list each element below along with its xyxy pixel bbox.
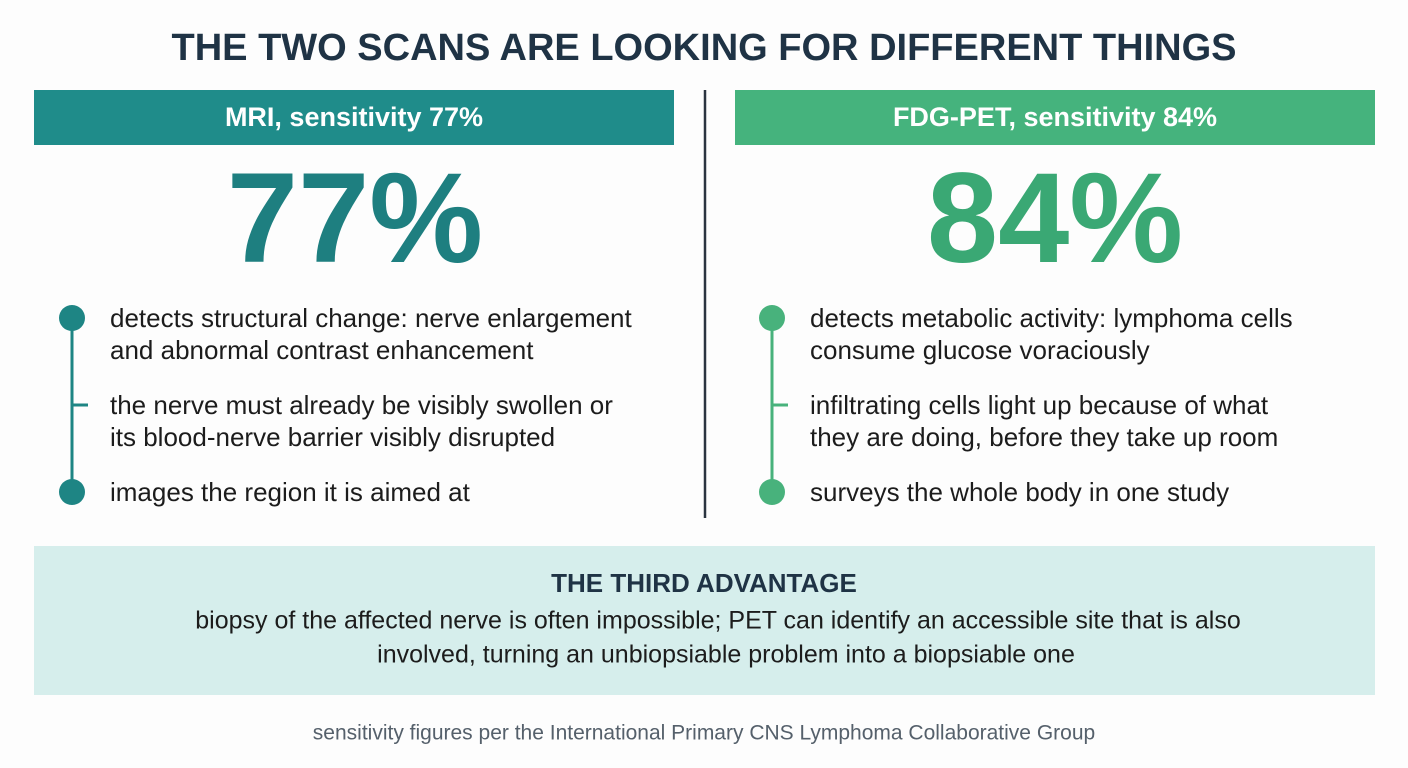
point-text: and abnormal contrast enhancement — [110, 335, 534, 365]
timeline-dot — [59, 305, 85, 331]
big-figure: 84% — [927, 147, 1183, 290]
callout-box — [34, 546, 1375, 695]
point-text: consume glucose voraciously — [810, 335, 1150, 365]
panel-header: FDG-PET, sensitivity 84% — [893, 102, 1217, 132]
point-text: they are doing, before they take up room — [810, 422, 1278, 452]
timeline-dot — [59, 479, 85, 505]
point-text: detects structural change: nerve enlarge… — [110, 303, 633, 333]
panel-header-bar — [735, 90, 1375, 145]
callout-heading: THE THIRD ADVANTAGE — [551, 568, 857, 598]
timeline-dot — [759, 305, 785, 331]
panel-header-bar — [34, 90, 674, 145]
title: THE TWO SCANS ARE LOOKING FOR DIFFERENT … — [172, 27, 1237, 69]
callout-line: involved, turning an unbiopsiable proble… — [377, 641, 1075, 669]
point-text: surveys the whole body in one study — [810, 477, 1229, 507]
callout-line: biopsy of the affected nerve is often im… — [195, 607, 1240, 635]
point-text: its blood-nerve barrier visibly disrupte… — [110, 422, 555, 452]
point-text: the nerve must already be visibly swolle… — [110, 390, 613, 420]
point-text: detects metabolic activity: lymphoma cel… — [810, 303, 1293, 333]
panel-header: MRI, sensitivity 77% — [225, 102, 483, 132]
timeline-dot — [759, 479, 785, 505]
footer: sensitivity figures per the Internationa… — [313, 722, 1095, 745]
big-figure: 77% — [227, 147, 483, 290]
point-text: infiltrating cells light up because of w… — [810, 390, 1269, 420]
point-text: images the region it is aimed at — [110, 477, 471, 507]
